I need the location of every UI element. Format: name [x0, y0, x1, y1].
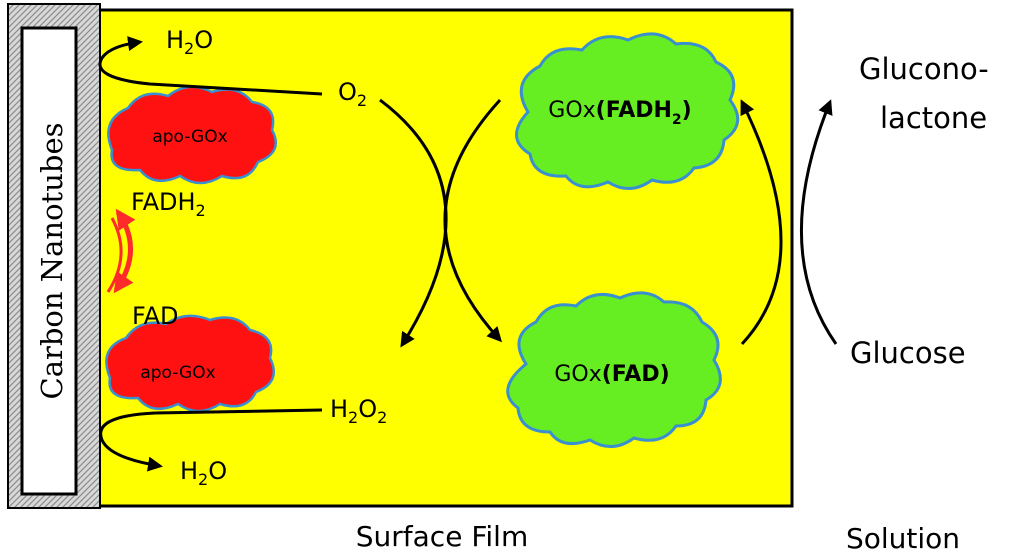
surface-film-caption: Surface Film — [356, 520, 528, 553]
apo-gox-bottom-label: apo-GOx — [140, 363, 215, 383]
fadh2-label: FADH2 — [131, 188, 206, 220]
h2o-release-top-arrow — [98, 36, 323, 96]
fad-label: FAD — [132, 302, 179, 330]
gox-fadh2-label: GOx(FADH2) — [548, 98, 691, 128]
gox-fad-cloud: GOx(FAD) — [506, 291, 722, 448]
apo-gox-top-label: apo-GOx — [152, 127, 227, 147]
apo-gox-cloud-top: apo-GOx — [107, 85, 277, 185]
gluconolactone-label-line2: lactone — [880, 101, 987, 135]
fad-fadh2-transfer-arrows — [106, 208, 136, 294]
glucose-label: Glucose — [850, 336, 966, 370]
h2o-top-label: H2O — [166, 26, 213, 58]
apo-gox-cloud-bottom: apo-GOx — [105, 314, 275, 413]
h2o-bottom-label: H2O — [180, 457, 227, 489]
glucose-to-gluconolactone-arrow — [799, 99, 838, 345]
gluconolactone-label-line1: Glucono- — [859, 52, 989, 86]
h2o2-label: H2O2 — [330, 395, 387, 427]
gox-fad-label: GOx(FAD) — [554, 362, 669, 387]
h2o2-to-h2o-arrow — [99, 408, 323, 472]
carbon-nanotube-electrode: Carbon Nanotubes — [7, 3, 101, 509]
gox-oxidation-by-glucose-arrow — [740, 99, 783, 346]
electrode-label: Carbon Nanotubes — [35, 122, 69, 399]
gox-fadh2-cloud: GOx(FADH2) — [515, 32, 740, 190]
solution-caption: Solution — [846, 522, 960, 553]
reaction-arrows — [98, 36, 838, 472]
o2-label: O2 — [338, 78, 367, 110]
gox-reduced-to-oxidized-arrow — [443, 98, 503, 343]
